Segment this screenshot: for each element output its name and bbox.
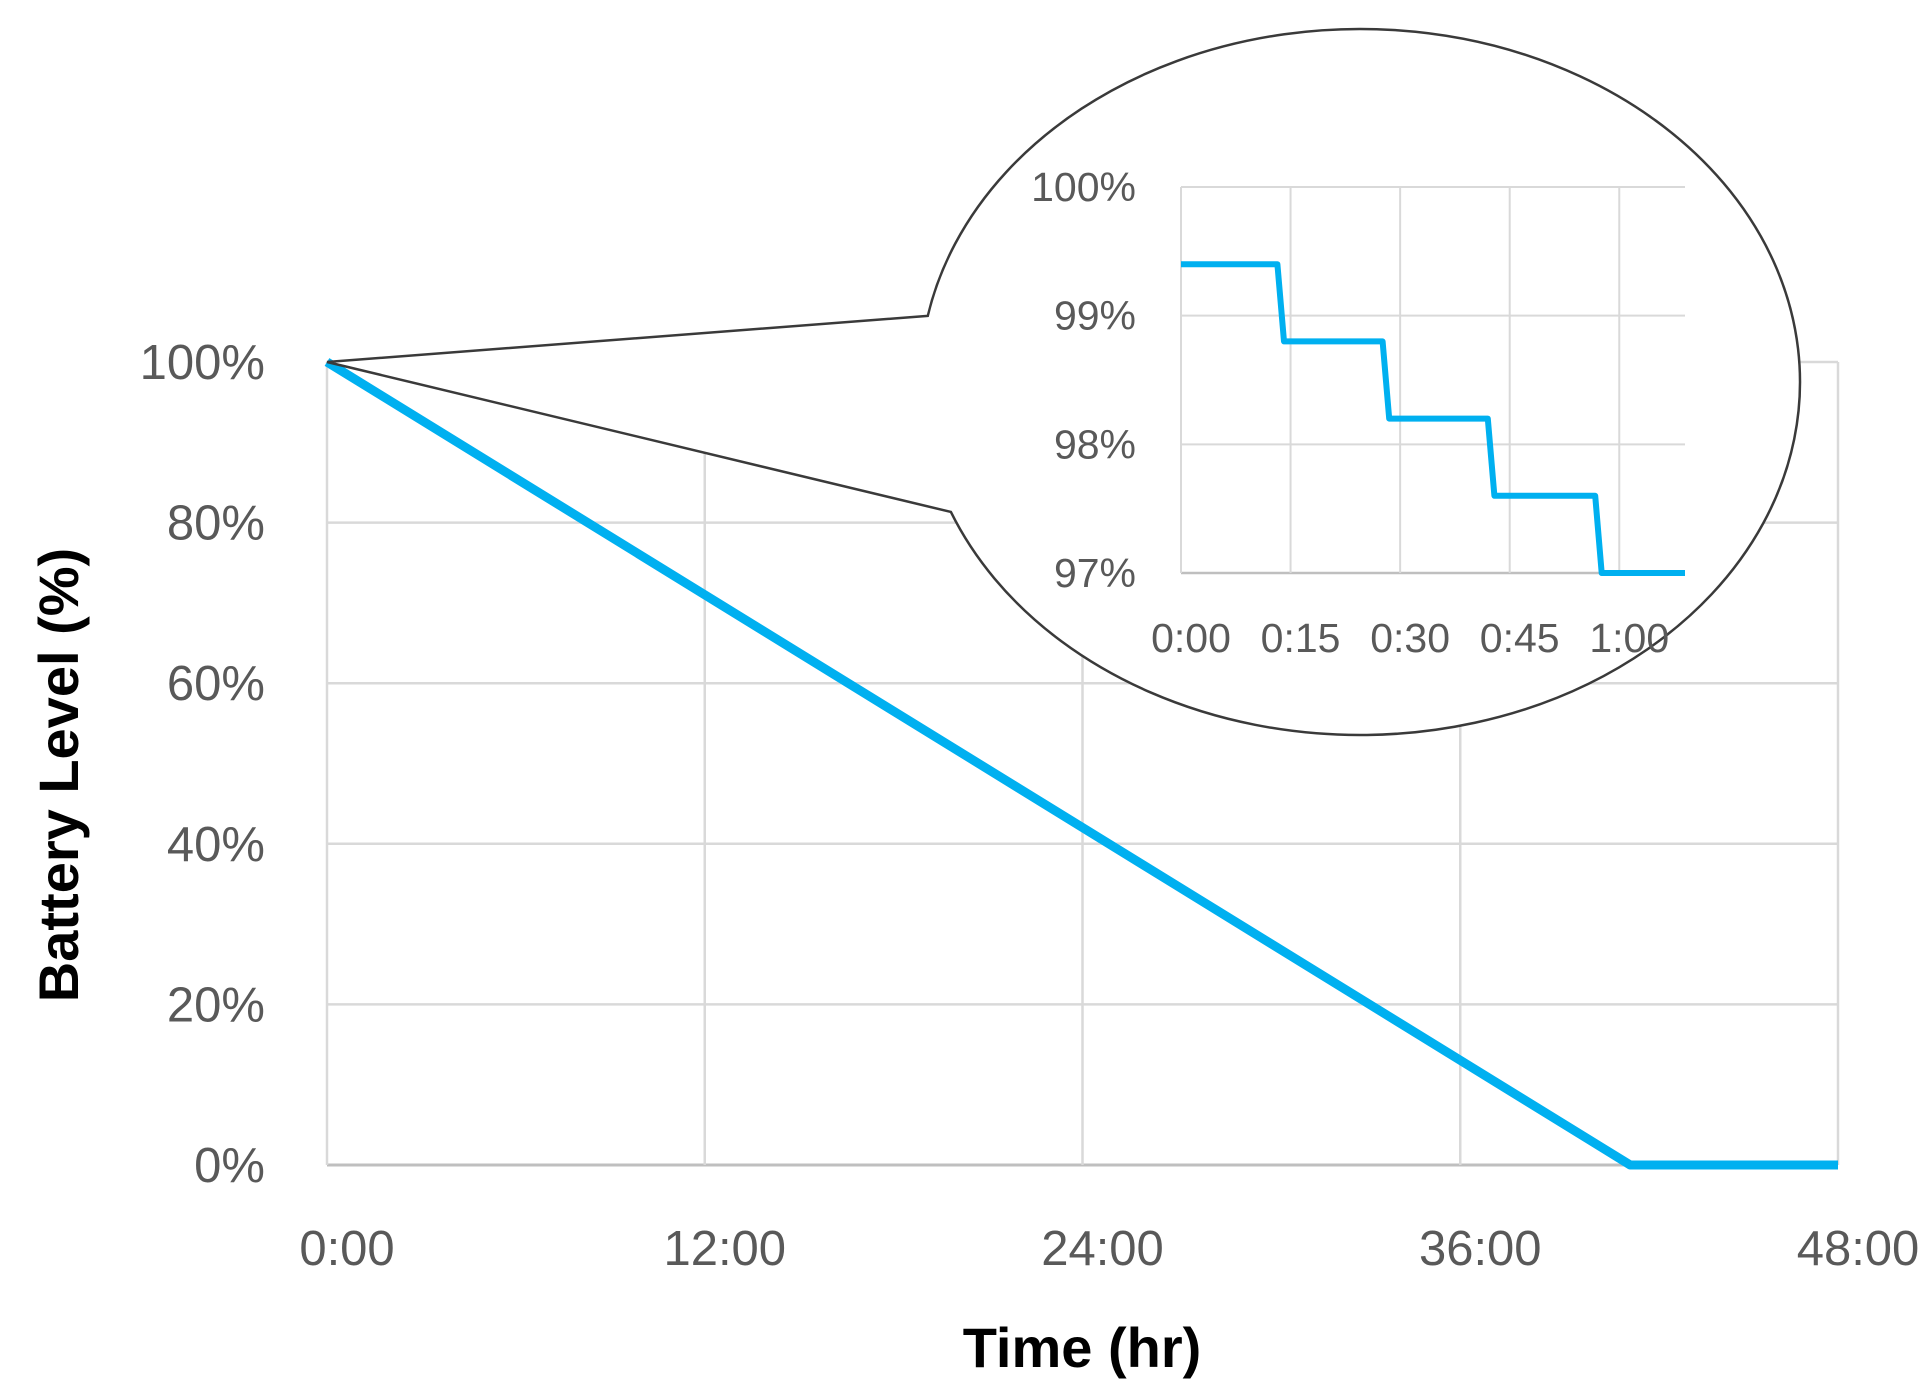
y-axis-title: Battery Level (%) xyxy=(27,548,90,1002)
inset-y-tick-label: 100% xyxy=(1031,164,1136,210)
zoom-callout xyxy=(326,27,1802,737)
main-series-line xyxy=(324,358,1838,1170)
main-y-tick-labels: 0% 20% 40% 60% 80% 100% xyxy=(140,336,265,1193)
inset-y-tick-labels: 97% 98% 99% 100% xyxy=(1031,164,1136,596)
inset-x-tick-labels: 0:00 0:15 0:30 0:45 1:00 xyxy=(1151,615,1669,661)
main-x-tick-label: 48:00 xyxy=(1797,1222,1920,1276)
inset-y-tick-label: 99% xyxy=(1054,293,1136,339)
main-series xyxy=(324,358,1838,1170)
main-y-tick-label: 0% xyxy=(194,1139,265,1193)
main-y-tick-label: 100% xyxy=(140,336,265,390)
main-x-tick-label: 12:00 xyxy=(663,1222,786,1276)
inset-x-tick-label: 0:15 xyxy=(1261,615,1341,661)
main-y-tick-label: 80% xyxy=(167,497,265,551)
inset-series xyxy=(1181,261,1685,576)
inset-x-tick-label: 1:00 xyxy=(1589,615,1669,661)
inset-x-tick-label: 0:45 xyxy=(1480,615,1560,661)
main-x-tick-label: 0:00 xyxy=(299,1222,394,1276)
inset-y-tick-label: 97% xyxy=(1054,550,1136,596)
main-y-tick-label: 40% xyxy=(167,818,265,872)
main-x-tick-label: 36:00 xyxy=(1419,1222,1542,1276)
inset-y-tick-label: 98% xyxy=(1054,421,1136,467)
inset-x-tick-label: 0:30 xyxy=(1370,615,1450,661)
inset-x-tick-label: 0:00 xyxy=(1151,615,1231,661)
main-x-tick-label: 24:00 xyxy=(1041,1222,1164,1276)
inset-series-line xyxy=(1181,261,1685,576)
x-axis-title: Time (hr) xyxy=(963,1316,1202,1379)
main-x-tick-labels: 0:00 12:00 24:00 36:00 48:00 xyxy=(299,1222,1919,1276)
main-y-tick-label: 20% xyxy=(167,978,265,1032)
main-y-tick-label: 60% xyxy=(167,657,265,711)
